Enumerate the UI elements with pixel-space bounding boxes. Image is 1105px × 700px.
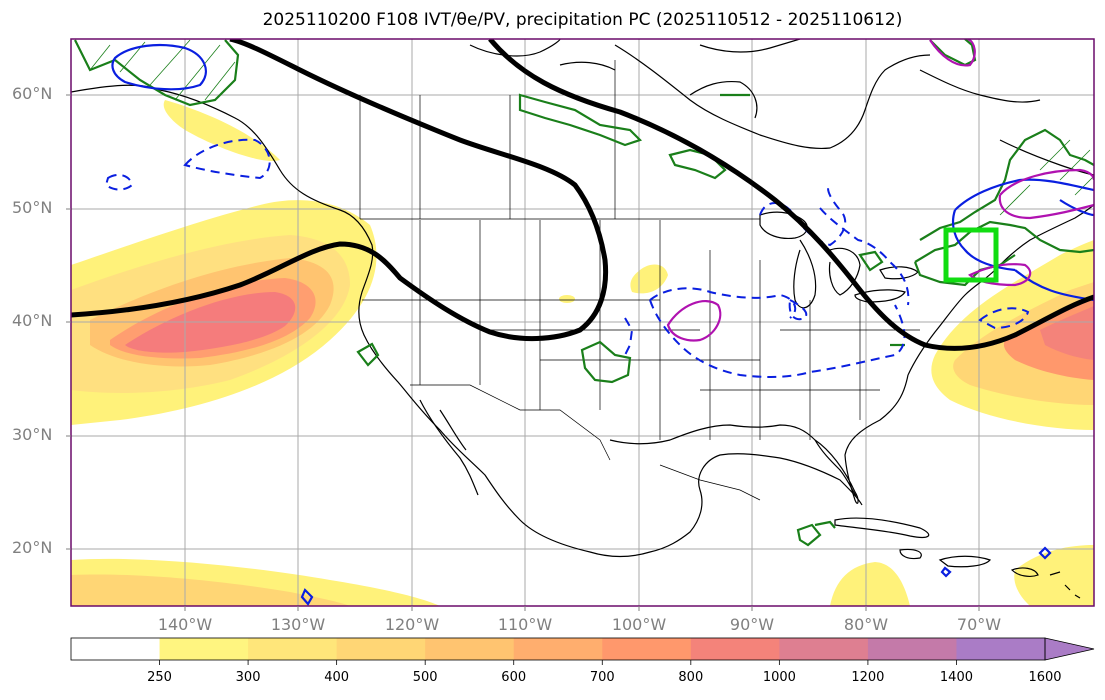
colorbar-cell (159, 638, 249, 660)
colorbar-cell (956, 638, 1046, 660)
lat-label-40n: 40°N (12, 311, 53, 330)
colorbar-level-label: 400 (324, 670, 350, 685)
colorbar-cell (425, 638, 515, 660)
lon-label-70w: 70°W (956, 615, 1002, 634)
colorbar-cell (71, 638, 161, 660)
target-region-box (943, 227, 999, 283)
colorbar-extend-arrow (1044, 637, 1095, 661)
lat-label-20n: 20°N (12, 538, 53, 557)
colorbar-level-label: 500 (412, 670, 438, 685)
colorbar-level-label: 1000 (762, 670, 796, 685)
colorbar-cell (690, 638, 780, 660)
colorbar-level-label: 300 (235, 670, 261, 685)
axis-ticks (66, 94, 980, 611)
colorbar-cell (602, 638, 692, 660)
colorbar-cell (336, 638, 426, 660)
lat-label-60n: 60°N (12, 84, 53, 103)
graticule (71, 39, 1094, 606)
colorbar-cell (513, 638, 603, 660)
lat-label-50n: 50°N (12, 198, 53, 217)
lon-label-130w: 130°W (270, 615, 326, 634)
lon-label-110w: 110°W (497, 615, 553, 634)
lon-label-90w: 90°W (729, 615, 775, 634)
map-title: 2025110200 F108 IVT/θe/PV, precipitation… (262, 10, 903, 30)
colorbar-cell (248, 638, 338, 660)
lon-label-120w: 120°W (384, 615, 440, 634)
lat-label-30n: 30°N (12, 425, 53, 444)
colorbar-level-label: 700 (589, 670, 615, 685)
colorbar-cell (779, 638, 869, 660)
colorbar-level-label: 600 (501, 670, 527, 685)
colorbar-cell (867, 638, 957, 660)
colorbar-level-label: 1600 (1028, 670, 1062, 685)
colorbar-level-label: 1400 (939, 670, 973, 685)
lon-label-80w: 80°W (843, 615, 889, 634)
lon-label-100w: 100°W (611, 615, 667, 634)
ivt-south-areas (71, 264, 1094, 606)
colorbar-level-label: 800 (678, 670, 704, 685)
colorbar-level-label: 250 (147, 670, 172, 685)
colorbar-outline (70, 637, 1046, 661)
theta-e-lines (71, 39, 1094, 351)
political-borders (359, 60, 920, 501)
colorbar-level-label: 1200 (851, 670, 885, 685)
blue-dashed-contours (104, 138, 1030, 378)
lon-label-140w: 140°W (157, 615, 213, 634)
